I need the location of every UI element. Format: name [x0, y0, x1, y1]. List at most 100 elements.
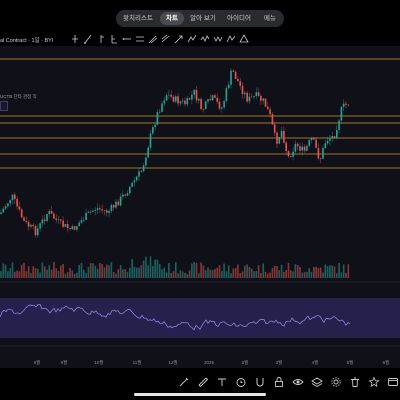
magnet-icon[interactable] — [254, 376, 266, 388]
eye-icon[interactable] — [292, 376, 304, 388]
volume-bar — [149, 256, 152, 278]
zigzag-icon[interactable] — [213, 33, 223, 45]
x-tick-label: 10월 — [94, 360, 104, 365]
candle-body — [30, 224, 32, 227]
volume-bar — [241, 271, 244, 278]
volume-bar — [142, 260, 145, 278]
volume-bar — [11, 262, 14, 278]
candle-body — [324, 143, 327, 148]
volume-bar — [46, 269, 48, 278]
candle-body — [204, 101, 207, 110]
volume-bar — [257, 265, 260, 278]
candle-body — [39, 223, 41, 229]
candle-body — [225, 88, 228, 101]
channel-icon[interactable] — [135, 33, 145, 45]
candle-body — [221, 107, 223, 109]
star-icon[interactable] — [368, 376, 380, 388]
x-tick-label: 5월 — [346, 360, 354, 365]
horizontal-line-icon[interactable] — [96, 33, 106, 45]
candle-body — [41, 219, 44, 224]
price-chart[interactable] — [0, 46, 400, 368]
candle-body — [27, 221, 30, 227]
volume-bar — [50, 269, 53, 278]
lock-icon[interactable] — [273, 376, 285, 388]
volume-bar — [2, 263, 5, 278]
trend-line-icon[interactable] — [83, 33, 93, 45]
volume-bar — [66, 272, 69, 278]
pattern-icon[interactable] — [226, 33, 236, 45]
drawing-note-label: UCTB 단타 관점 직 — [0, 94, 37, 99]
fib-retracement-icon[interactable] — [109, 33, 119, 45]
volume-bar — [55, 268, 57, 278]
volume-bar — [287, 262, 290, 278]
candle-body — [294, 143, 297, 152]
gear-icon[interactable] — [330, 376, 342, 388]
volume-bar — [14, 271, 16, 278]
volume-bar — [329, 265, 331, 278]
candle-body — [202, 109, 205, 110]
candle-body — [234, 71, 237, 79]
volume-bar — [253, 271, 255, 278]
candle-body — [184, 100, 186, 105]
volume-bar — [246, 264, 248, 278]
candle-body — [287, 150, 290, 157]
volume-bar — [271, 268, 274, 278]
volume-bar — [64, 273, 67, 278]
path-icon[interactable] — [187, 33, 197, 45]
volume-bar — [170, 272, 172, 278]
candle-body — [186, 98, 189, 105]
tab-watchlist[interactable]: 왓치리스트 — [123, 15, 153, 22]
volume-bar — [25, 271, 28, 278]
ray-icon[interactable] — [122, 33, 132, 45]
candle-body — [152, 127, 154, 134]
fullscreen-icon[interactable] — [387, 376, 399, 388]
volume-bar — [48, 265, 51, 278]
volume-bar — [267, 273, 269, 278]
chart-area[interactable] — [0, 46, 400, 368]
candle-body — [25, 220, 28, 222]
pitchfork-icon[interactable] — [148, 33, 158, 45]
volume-bar — [181, 271, 184, 278]
text-icon[interactable] — [216, 376, 228, 388]
volume-bar — [117, 269, 120, 278]
tab-ideas[interactable]: 아이디어 — [227, 15, 251, 22]
volume-bar — [138, 267, 140, 278]
candle-body — [218, 101, 221, 109]
symbol-label[interactable]: al Contract · 1일 · BYI — [0, 38, 54, 44]
volume-bar — [85, 273, 87, 278]
candle-body — [154, 124, 156, 128]
trash-icon[interactable] — [349, 376, 361, 388]
indicator-toggle[interactable] — [0, 101, 8, 111]
triangle-icon[interactable] — [239, 33, 249, 45]
volume-bar — [71, 270, 74, 278]
candle-body — [78, 222, 80, 227]
volume-bar — [204, 270, 207, 278]
volume-bar — [184, 272, 186, 278]
candle-body — [34, 226, 37, 236]
cursor-tool-icon[interactable] — [70, 33, 80, 45]
tab-menu[interactable]: 메뉴 — [264, 15, 276, 22]
volume-bar — [262, 263, 264, 278]
candle-body — [85, 212, 87, 220]
volume-bar — [278, 270, 281, 278]
brush-icon[interactable] — [178, 376, 190, 388]
arrow-icon[interactable] — [174, 33, 184, 45]
timer-icon[interactable] — [235, 376, 247, 388]
candle-body — [338, 120, 340, 131]
wave-icon[interactable] — [200, 33, 210, 45]
candle-body — [209, 99, 212, 101]
volume-bar — [294, 264, 297, 278]
volume-bar — [285, 269, 287, 278]
candle-body — [319, 158, 322, 159]
candle-body — [138, 171, 140, 177]
layers-icon[interactable] — [311, 376, 323, 388]
volume-bar — [322, 272, 324, 278]
tab-explore[interactable]: 알아 보기 — [190, 15, 216, 22]
candle-body — [301, 146, 304, 151]
tab-chart[interactable]: 차트 — [160, 12, 184, 25]
volume-bar — [292, 271, 294, 278]
volume-bar — [168, 262, 170, 278]
brush-icon[interactable] — [161, 33, 171, 45]
ruler-icon[interactable] — [197, 376, 209, 388]
candle-body — [50, 211, 53, 214]
